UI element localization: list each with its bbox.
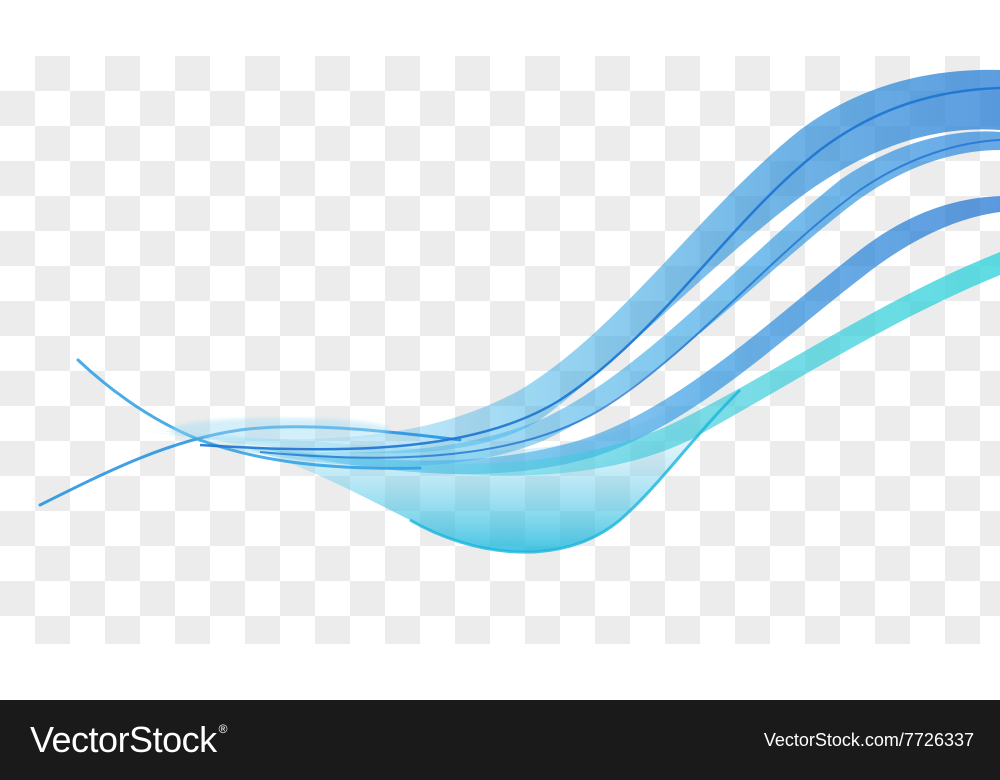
blue-wave-illustration xyxy=(38,69,1000,554)
wave-ribbon-low xyxy=(260,196,1000,475)
image-id: VectorStock.com/7726337 xyxy=(763,730,974,750)
wave-glow xyxy=(170,418,390,442)
artwork-canvas xyxy=(0,56,1000,644)
watermark-footer: VectorStock ® VectorStock.com/7726337 xyxy=(0,700,1000,780)
wave-strand-top xyxy=(199,86,1000,451)
wave-strand-left-down xyxy=(76,358,422,470)
wave-ribbon-cyan xyxy=(320,252,1000,476)
wave-belly-edge xyxy=(409,388,742,554)
vectorstock-logo[interactable]: VectorStock ® xyxy=(30,718,227,762)
registered-mark: ® xyxy=(218,722,228,736)
wave-ribbon-mid xyxy=(190,131,1000,467)
wave-strand-inner xyxy=(259,139,1000,459)
logo-text: VectorStock xyxy=(30,719,217,760)
wave-band-back xyxy=(150,69,1000,454)
